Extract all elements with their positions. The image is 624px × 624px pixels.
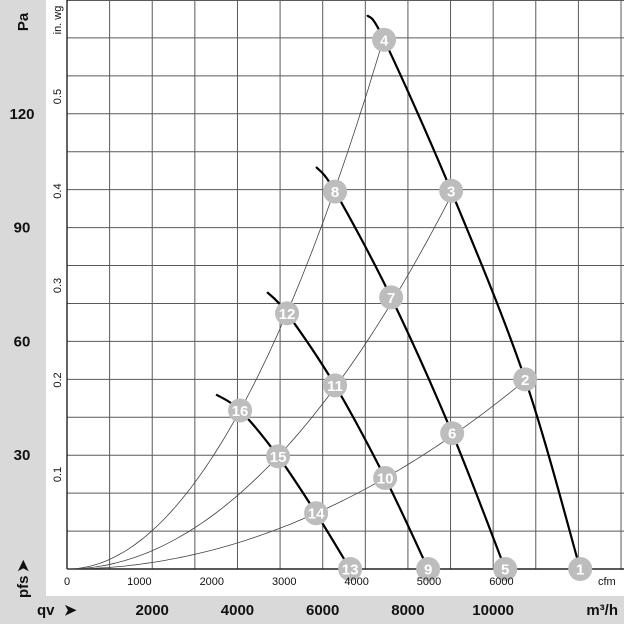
x-axis-label-qv: qv <box>37 602 55 619</box>
point-label: 10 <box>377 470 394 487</box>
operating-point-4: 4 <box>372 27 397 52</box>
point-marker <box>568 557 593 581</box>
x-tick-label-cfm: 6000 <box>489 576 513 588</box>
x-tick-label-m3h: 8000 <box>391 602 424 619</box>
operating-point-16: 16 <box>228 398 253 423</box>
point-marker <box>266 444 291 469</box>
point-marker <box>416 557 441 581</box>
x-tick-label-m3h: 6000 <box>306 602 339 619</box>
point-marker <box>513 367 538 392</box>
y-tick-label-inwg: 0.4 <box>52 183 64 198</box>
point-label: 1 <box>576 562 584 579</box>
operating-point-1: 1 <box>568 557 593 581</box>
point-marker <box>379 285 404 310</box>
point-marker <box>323 179 348 204</box>
system-curve <box>66 36 385 570</box>
point-label: 4 <box>380 32 389 49</box>
operating-point-3: 3 <box>439 178 464 203</box>
y2-unit-inwg: in. wg <box>52 6 64 35</box>
y-axis-arrow-icon: ➤ <box>15 559 32 572</box>
grid <box>66 0 624 570</box>
point-marker <box>372 27 397 52</box>
point-marker <box>304 501 329 526</box>
operating-point-7: 7 <box>379 285 404 310</box>
point-marker <box>493 557 518 581</box>
y-tick-label-pa: 60 <box>14 333 31 350</box>
operating-point-11: 11 <box>323 373 348 398</box>
operating-point-12: 12 <box>275 301 300 326</box>
x-tick-label-cfm: 1000 <box>127 576 151 588</box>
point-marker <box>440 421 465 446</box>
point-label: 2 <box>521 372 529 389</box>
operating-points: 4 3 2 1 8 7 6 5 12 11 10 9 16 15 14 13 <box>228 27 593 581</box>
y-axis-label-pfs: pfs <box>15 576 32 599</box>
system-curve <box>66 195 452 570</box>
point-marker <box>228 398 253 423</box>
x-tick-label-cfm: 2000 <box>200 576 224 588</box>
y-tick-label-inwg: 0.2 <box>52 372 64 387</box>
operating-point-14: 14 <box>304 501 329 526</box>
x-tick-label-m3h: 4000 <box>221 602 254 619</box>
point-marker <box>439 178 464 203</box>
point-label: 12 <box>279 306 296 323</box>
y-tick-label-pa: 90 <box>14 220 31 237</box>
point-label: 15 <box>270 449 287 466</box>
point-label: 8 <box>331 184 339 201</box>
operating-point-10: 10 <box>373 465 398 490</box>
operating-point-6: 6 <box>440 421 465 446</box>
point-label: 6 <box>448 426 456 443</box>
left-axis-band <box>0 0 46 624</box>
system-curve <box>67 379 526 570</box>
x-tick-label-m3h: 10000 <box>472 602 514 619</box>
y-tick-label-pa: 30 <box>14 447 31 464</box>
point-label: 5 <box>501 562 509 579</box>
y-tick-label-inwg: 0.5 <box>52 89 64 104</box>
y-tick-label-inwg: 0.3 <box>52 278 64 293</box>
operating-point-8: 8 <box>323 179 348 204</box>
operating-point-13: 13 <box>338 557 363 581</box>
point-marker <box>323 373 348 398</box>
operating-point-9: 9 <box>416 557 441 581</box>
y-tick-label-inwg: 0.1 <box>52 467 64 482</box>
system-curves <box>66 36 526 570</box>
point-label: 14 <box>308 506 325 523</box>
x-tick-label-cfm: 4000 <box>344 576 368 588</box>
operating-point-15: 15 <box>266 444 291 469</box>
operating-point-5: 5 <box>493 557 518 581</box>
bottom-axis-band <box>0 596 624 624</box>
point-label: 16 <box>232 403 249 420</box>
x-tick-label-cfm: 0 <box>64 576 70 588</box>
point-marker <box>275 301 300 326</box>
x-tick-label-cfm: 5000 <box>417 576 441 588</box>
point-label: 11 <box>327 378 343 395</box>
x-tick-label-cfm: 3000 <box>272 576 296 588</box>
point-label: 7 <box>387 290 395 307</box>
point-marker <box>338 557 363 581</box>
x2-unit-cfm: cfm <box>598 576 616 588</box>
fan-curve <box>266 291 430 570</box>
axis-labels: Pa in. wg pfs ➤ qv ➤ m³/h cfm 2000 4000 60… <box>9 6 618 619</box>
x-tick-label-m3h: 2000 <box>136 602 169 619</box>
point-label: 13 <box>342 562 359 579</box>
point-label: 3 <box>447 183 455 200</box>
point-marker <box>373 465 398 490</box>
y-tick-label-pa: 120 <box>9 106 34 123</box>
x-axis-arrow-icon: ➤ <box>64 602 77 619</box>
operating-point-2: 2 <box>513 367 538 392</box>
x-unit-m3h: m³/h <box>586 602 618 619</box>
y-unit-pa: Pa <box>15 12 32 31</box>
point-label: 9 <box>424 562 432 579</box>
